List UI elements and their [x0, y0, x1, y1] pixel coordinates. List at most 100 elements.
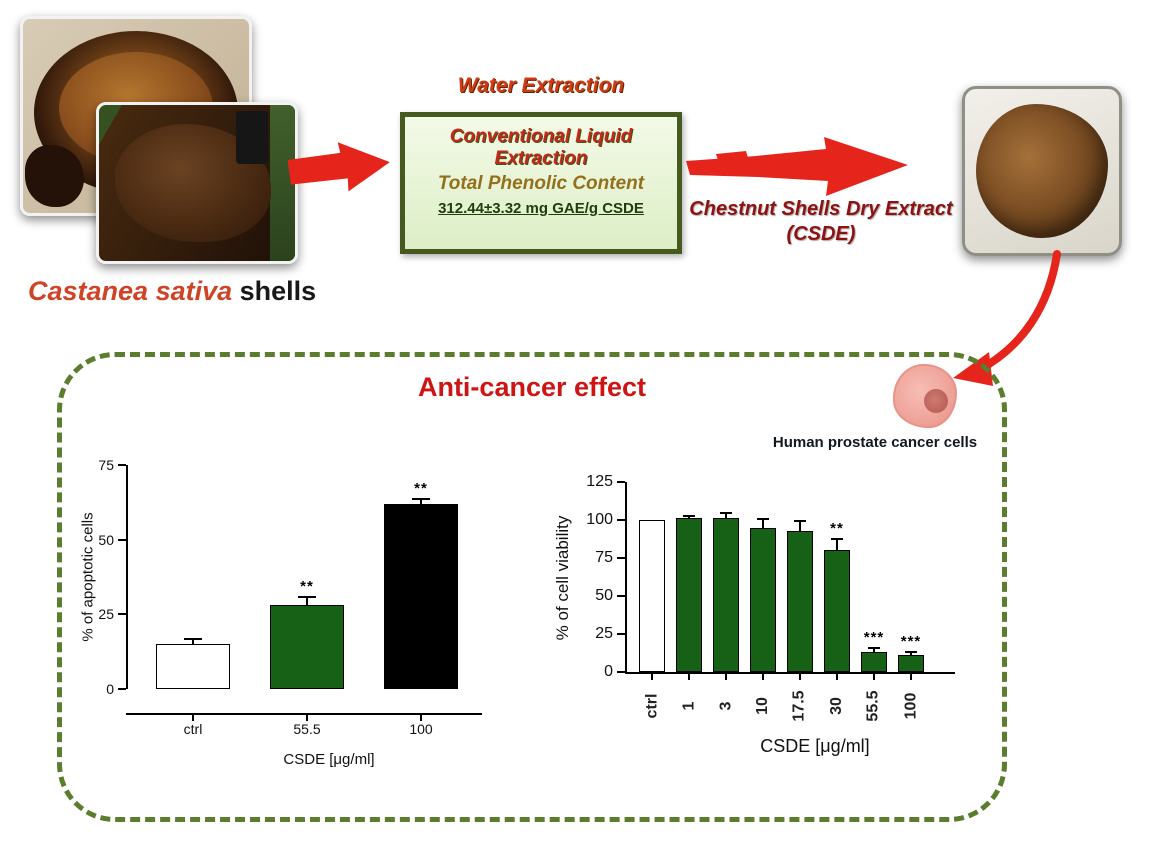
- cells-label: Human prostate cancer cells: [772, 434, 978, 451]
- bar-slot: [713, 482, 739, 672]
- y-tick-label: 100: [586, 511, 613, 528]
- x-tick-label: 100: [881, 677, 941, 735]
- error-bar-cap: [720, 511, 732, 514]
- x-tick-label-text: 100: [409, 721, 433, 737]
- error-bar: [725, 513, 727, 519]
- x-tick-label: 55.5: [277, 721, 337, 737]
- bar-100: [898, 655, 924, 672]
- viability-chart: % of cell viability 0 25 50 75 100 125 ** *** **…: [545, 472, 1005, 802]
- x-axis-line: [126, 713, 482, 715]
- bar-slot: [676, 482, 702, 672]
- bar-30: [824, 550, 850, 672]
- y-tick: [118, 464, 126, 466]
- y-axis-line: [126, 465, 128, 689]
- error-bar-cap: [831, 537, 843, 540]
- panel-title: Anti-cancer effect: [417, 372, 647, 402]
- extraction-box-title: Conventional Liquid Extraction: [449, 126, 633, 170]
- error-bar: [688, 516, 690, 519]
- extract-label: Chestnut Shells Dry Extract (CSDE): [668, 197, 974, 247]
- x-tick: [873, 674, 875, 680]
- bar-slot: **: [270, 465, 344, 689]
- y-tick-label: 50: [98, 531, 114, 548]
- y-tick: [617, 671, 625, 673]
- y-tick: [118, 538, 126, 541]
- y-tick-label: 50: [595, 587, 613, 604]
- extraction-box: Conventional Liquid Extraction Total Phe…: [400, 112, 682, 254]
- bar-55.5: [270, 605, 344, 689]
- x-tick: [725, 674, 727, 680]
- shell-fragment: [25, 145, 84, 208]
- error-bar-cap: [412, 498, 430, 501]
- x-tick: [306, 715, 308, 721]
- photo-dry-extract: [962, 86, 1122, 256]
- x-tick-label-text: 100: [901, 692, 919, 720]
- y-tick: [617, 481, 625, 483]
- x-tick: [420, 715, 422, 721]
- error-bar-cap: [868, 647, 880, 650]
- bar-1: [676, 518, 702, 672]
- water-extraction-label: Water Extraction: [457, 74, 625, 97]
- bar-ctrl: [639, 520, 665, 672]
- chart-body: 0 25 50 75 100 125 ** *** *** ctrl 1 3 10 17.5 30 55.5…: [586, 473, 1005, 734]
- brush-arrow-icon: [686, 137, 908, 196]
- error-bar: [420, 500, 422, 504]
- dry-extract-mass: [975, 103, 1109, 239]
- y-tick: [118, 688, 126, 690]
- x-axis-title: CSDE [μg/ml]: [283, 751, 375, 768]
- y-tick: [118, 613, 126, 616]
- plot-area: 0 25 50 75 ** **: [98, 457, 482, 697]
- error-bar-cap: [757, 518, 769, 520]
- cell-nucleus: [923, 388, 948, 413]
- error-bar-cap: [794, 519, 806, 522]
- error-bar-cap: [298, 595, 316, 598]
- significance-stars: **: [300, 577, 314, 595]
- y-tick-label: 0: [604, 663, 613, 680]
- y-tick-label: 75: [595, 549, 613, 566]
- error-bar: [306, 597, 308, 606]
- phenolic-content-value: 312.44±3.32 mg GAE/g CSDE: [438, 199, 644, 217]
- error-bar: [873, 649, 875, 653]
- y-axis-label: % of cell viability: [553, 515, 572, 641]
- x-tick: [799, 674, 801, 680]
- y-tick: [617, 557, 625, 559]
- cancer-cell-icon: [893, 364, 957, 428]
- x-axis: ctrl 55.5 100: [126, 713, 482, 749]
- x-axis: ctrl 1 3 10 17.5 30 55.5 100: [625, 672, 955, 734]
- bar-slot: [787, 482, 813, 672]
- significance-stars: **: [830, 519, 844, 537]
- scoop-handle: [236, 111, 268, 165]
- y-tick-label: 0: [106, 681, 114, 697]
- error-bar-cap: [905, 651, 917, 653]
- error-bar: [762, 520, 764, 528]
- error-bar: [836, 539, 838, 551]
- error-bar: [192, 640, 194, 645]
- chart-body: 0 25 50 75 ** ** ctrl 55.5 100: [98, 457, 532, 749]
- x-tick-label-text: 55.5: [293, 721, 321, 737]
- bars-group: ** **: [126, 465, 482, 689]
- x-axis-line: [625, 672, 955, 674]
- bar-slot: [639, 482, 665, 672]
- y-tick-label: 125: [586, 473, 613, 490]
- significance-stars: **: [414, 480, 428, 498]
- species-name: Castanea sativa: [28, 276, 233, 306]
- bar-slot: ***: [861, 482, 887, 672]
- bar-ctrl: [156, 644, 230, 689]
- bar-slot: [156, 465, 230, 689]
- error-bar: [910, 653, 912, 656]
- x-tick: [192, 715, 194, 721]
- x-tick: [910, 674, 912, 680]
- y-axis-line: [625, 482, 627, 672]
- bar-slot: **: [824, 482, 850, 672]
- bar-3: [713, 518, 739, 672]
- error-bar: [799, 521, 801, 531]
- apoptosis-chart: % of apoptotic cells 0 25 50 75 ** ** ctrl 55.…: [62, 455, 532, 785]
- x-axis-title: CSDE [μg/ml]: [760, 736, 870, 756]
- bar-100: [384, 503, 458, 689]
- x-tick: [688, 674, 690, 680]
- x-tick-label: 100: [391, 721, 451, 737]
- x-tick-label-text: ctrl: [183, 721, 203, 737]
- significance-stars: ***: [900, 633, 922, 650]
- bars-group: ** *** ***: [625, 482, 955, 672]
- bar-17.5: [787, 530, 813, 672]
